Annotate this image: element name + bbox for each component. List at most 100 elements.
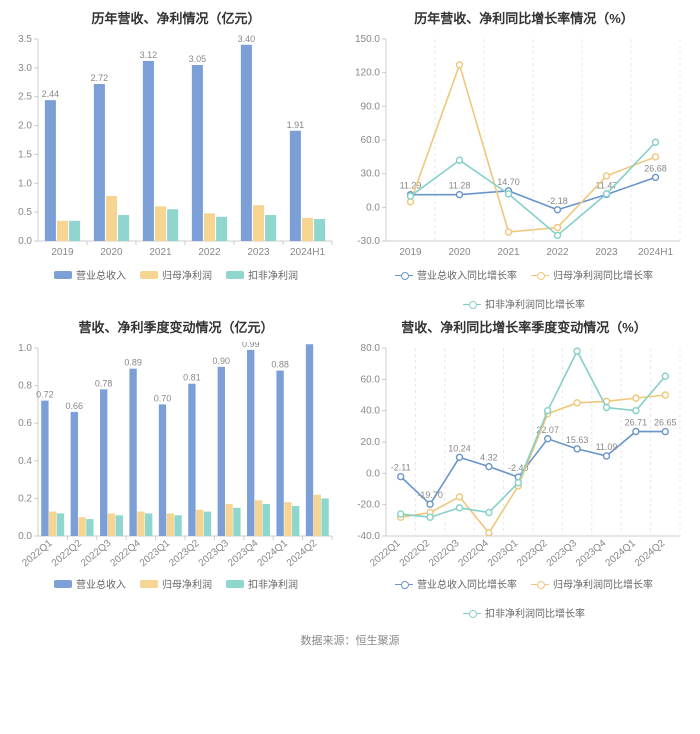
- line-point: [398, 511, 404, 517]
- bar: [45, 100, 56, 241]
- line-point: [506, 229, 512, 235]
- svg-text:0.0: 0.0: [18, 531, 32, 542]
- line-point: [427, 514, 433, 520]
- svg-text:2.5: 2.5: [18, 92, 32, 103]
- legend-item: 归母净利润: [140, 576, 212, 591]
- bar: [143, 61, 154, 241]
- bar: [108, 513, 115, 536]
- svg-text:11.28: 11.28: [449, 181, 471, 191]
- panel-quarterly-revenue-profit: 营收、净利季度变动情况（亿元） 0.00.20.40.60.81.02022Q1…: [6, 313, 346, 622]
- bar: [263, 504, 270, 536]
- bar: [94, 84, 105, 241]
- line-point: [506, 191, 512, 197]
- line-point: [574, 446, 580, 452]
- legend-label: 归母净利润同比增长率: [553, 576, 653, 591]
- line-point: [486, 530, 492, 536]
- bar: [159, 404, 166, 536]
- svg-text:2023Q3: 2023Q3: [197, 538, 232, 570]
- line-point: [457, 494, 463, 500]
- line-point: [653, 154, 659, 160]
- bar: [204, 512, 211, 536]
- legend-label: 营业总收入: [76, 576, 126, 591]
- svg-text:26.68: 26.68: [644, 163, 667, 173]
- bar: [71, 412, 78, 536]
- legend-bar: 营业总收入 归母净利润 扣非净利润: [8, 576, 344, 591]
- svg-text:2022Q4: 2022Q4: [456, 538, 491, 570]
- svg-text:2024Q2: 2024Q2: [285, 538, 320, 570]
- svg-text:2024H1: 2024H1: [638, 247, 673, 258]
- svg-text:2020: 2020: [100, 247, 123, 258]
- bar: [137, 512, 144, 536]
- line-point: [457, 192, 463, 198]
- svg-text:1.0: 1.0: [18, 178, 32, 189]
- svg-text:1.5: 1.5: [18, 149, 32, 160]
- svg-text:0.66: 0.66: [66, 401, 84, 411]
- bar: [290, 131, 301, 241]
- bar: [86, 519, 93, 536]
- bar: [192, 65, 203, 241]
- svg-text:14.70: 14.70: [497, 177, 520, 187]
- bar: [196, 510, 203, 536]
- bar: [116, 515, 123, 536]
- svg-text:90.0: 90.0: [361, 101, 381, 112]
- legend-label: 扣非净利润同比增长率: [485, 296, 585, 311]
- bar: [321, 498, 328, 536]
- legend-item: 扣非净利润同比增长率: [463, 605, 585, 620]
- line-point: [545, 436, 551, 442]
- svg-text:0.2: 0.2: [18, 493, 32, 504]
- legend-label: 营业总收入同比增长率: [417, 267, 517, 282]
- svg-text:11.09: 11.09: [596, 442, 618, 452]
- svg-text:2019: 2019: [51, 247, 74, 258]
- line-point: [545, 408, 551, 414]
- svg-text:2.44: 2.44: [42, 89, 60, 99]
- line-point: [574, 400, 580, 406]
- svg-text:-30.0: -30.0: [357, 236, 380, 247]
- svg-text:0.89: 0.89: [124, 358, 142, 368]
- legend-item: 归母净利润: [140, 267, 212, 282]
- svg-text:0.0: 0.0: [366, 202, 380, 213]
- legend-item: 归母净利润同比增长率: [531, 267, 653, 282]
- line-point: [604, 173, 610, 179]
- svg-text:2023Q1: 2023Q1: [486, 538, 521, 570]
- svg-text:0.72: 0.72: [36, 390, 54, 400]
- panel-annual-growth: 历年营收、净利同比增长率情况（%） -30.00.030.060.090.012…: [354, 4, 694, 313]
- svg-text:0.6: 0.6: [18, 418, 32, 429]
- bar: [314, 495, 321, 536]
- legend-item: 扣非净利润: [226, 576, 298, 591]
- panel-title: 营收、净利同比增长率季度变动情况（%）: [356, 317, 692, 336]
- svg-text:15.63: 15.63: [566, 435, 589, 445]
- legend-line: 营业总收入同比增长率 归母净利润同比增长率 扣非净利润同比增长率: [356, 576, 692, 620]
- svg-text:2022Q3: 2022Q3: [427, 538, 462, 570]
- svg-text:0.99: 0.99: [242, 342, 260, 349]
- line-point: [427, 501, 433, 507]
- chart-quarterly-line: -40.0-20.00.020.040.060.080.02022Q12022Q…: [356, 342, 692, 572]
- bar: [155, 206, 166, 241]
- line-point: [662, 392, 668, 398]
- panel-title: 历年营收、净利情况（亿元）: [8, 8, 344, 27]
- svg-text:2022Q1: 2022Q1: [20, 538, 55, 570]
- svg-text:2.72: 2.72: [91, 73, 109, 83]
- svg-text:0.88: 0.88: [271, 360, 289, 370]
- svg-text:40.0: 40.0: [361, 406, 381, 417]
- legend-label: 扣非净利润: [248, 267, 298, 282]
- svg-text:-40.0: -40.0: [357, 531, 380, 542]
- bar: [106, 196, 117, 241]
- bar: [118, 215, 129, 241]
- bar: [247, 350, 254, 536]
- bar: [100, 389, 107, 536]
- svg-text:0.70: 0.70: [154, 393, 172, 403]
- legend-line: 营业总收入同比增长率 归母净利润同比增长率 扣非净利润同比增长率: [356, 267, 692, 311]
- svg-text:120.0: 120.0: [356, 68, 380, 79]
- line-point: [408, 193, 414, 199]
- line-point: [662, 373, 668, 379]
- bar: [69, 221, 80, 241]
- svg-text:80.0: 80.0: [361, 343, 381, 354]
- svg-text:4.32: 4.32: [480, 453, 498, 463]
- bar: [241, 45, 252, 241]
- bar: [233, 508, 240, 536]
- svg-text:-19.70: -19.70: [417, 490, 443, 500]
- legend-item: 扣非净利润: [226, 267, 298, 282]
- svg-text:2022Q2: 2022Q2: [50, 538, 85, 570]
- legend-item: 营业总收入: [54, 267, 126, 282]
- legend-item: 营业总收入: [54, 576, 126, 591]
